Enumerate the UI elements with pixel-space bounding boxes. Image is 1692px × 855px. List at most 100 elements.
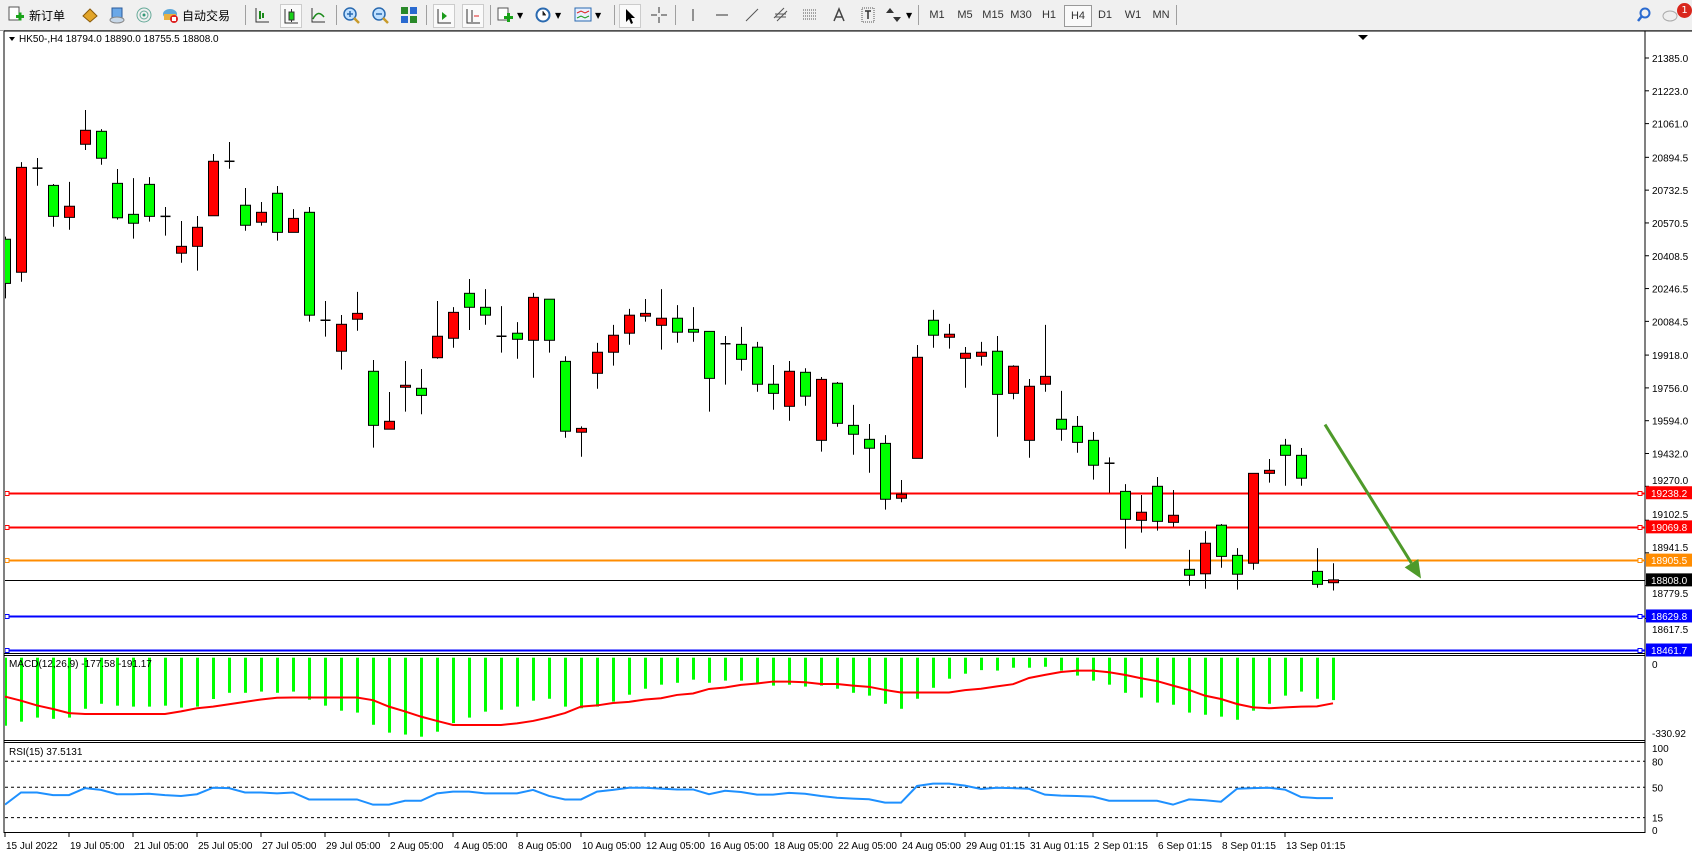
tile-windows-button[interactable] (399, 4, 419, 26)
timeframe-w1[interactable]: W1 (1124, 9, 1142, 21)
auto-trading-button[interactable]: 自动交易 (160, 4, 230, 26)
text-label-button[interactable] (858, 4, 878, 26)
macd-bar (244, 657, 247, 693)
macd-bar (68, 657, 71, 718)
time-label: 8 Aug 05:00 (518, 841, 572, 852)
candle (576, 426, 587, 457)
candle (128, 178, 139, 239)
timeframe-m1[interactable]: M1 (929, 9, 945, 21)
macd-bar (708, 657, 711, 683)
timeframe-m30[interactable]: M30 (1010, 9, 1032, 21)
bar-chart-button[interactable] (252, 4, 272, 26)
zoom-in-button[interactable] (341, 4, 361, 26)
time-label: 29 Jul 05:00 (326, 841, 381, 852)
chart-menu-triangle-icon[interactable] (9, 37, 15, 41)
candle (976, 341, 987, 366)
time-label: 12 Aug 05:00 (646, 841, 705, 852)
chart-shift-marker-icon[interactable] (1358, 35, 1368, 40)
bull-candle-body (816, 378, 827, 441)
timeframe-h4[interactable]: H4 (1064, 5, 1092, 27)
market-watch-button[interactable] (80, 4, 100, 26)
chat-icon (1660, 5, 1680, 25)
trend-arrow[interactable] (1323, 423, 1421, 579)
level-handle[interactable] (5, 525, 10, 530)
search-icon (1634, 5, 1654, 25)
horizontal-line-button[interactable] (712, 4, 732, 26)
macd-bar (660, 657, 663, 685)
candle (816, 376, 827, 452)
candle (1040, 324, 1051, 392)
macd-bar (1172, 657, 1175, 705)
price-label: 21223.0 (1652, 87, 1689, 98)
macd-bar (388, 657, 391, 733)
level-handle[interactable] (1637, 614, 1643, 619)
new-order-button[interactable]: 新订单 (6, 4, 65, 26)
data-window-button[interactable] (107, 4, 127, 26)
vertical-line-button[interactable] (683, 4, 703, 26)
templates-icon (573, 5, 593, 25)
fibonacci-icon (800, 5, 820, 25)
timeframe-m15[interactable]: M15 (982, 9, 1004, 21)
timeframe-mn[interactable]: MN (1152, 9, 1170, 21)
candle (928, 309, 939, 348)
autoscroll-button[interactable] (433, 4, 455, 28)
macd-bar (36, 657, 39, 718)
level-handle[interactable] (5, 648, 10, 653)
candle (784, 360, 795, 421)
search-button[interactable] (1634, 4, 1654, 26)
candle (1328, 563, 1339, 591)
zoom-out-icon (370, 5, 390, 25)
timeframe-m5[interactable]: M5 (957, 9, 973, 21)
level-handle[interactable] (5, 558, 10, 563)
macd-bar (356, 657, 359, 713)
indicators-button[interactable]: ▼ (495, 4, 523, 26)
line-chart-button[interactable] (308, 4, 328, 26)
level-handle[interactable] (1637, 491, 1643, 496)
equidistant-channel-button[interactable] (771, 4, 791, 26)
candle (912, 344, 923, 459)
periods-button[interactable]: ▼ (533, 4, 561, 26)
bull-candle-body (288, 217, 299, 233)
level-handle[interactable] (1637, 525, 1643, 530)
text-button[interactable] (829, 4, 849, 26)
macd-signal-line (5, 669, 1334, 727)
bear-candle-body (5, 238, 11, 284)
trendline-button[interactable] (742, 4, 762, 26)
candle (688, 307, 699, 342)
candle (384, 391, 395, 430)
timeframe-d1[interactable]: D1 (1097, 9, 1113, 21)
signals-button[interactable] (134, 4, 154, 26)
level-handle[interactable] (5, 491, 10, 496)
arrow-head-icon[interactable] (1404, 558, 1421, 579)
chart-shift-button[interactable] (462, 4, 484, 28)
price-tags: 19238.2 19069.8 18905.5 18808.0 18629.8 18461… (1646, 486, 1692, 657)
bear-candle-body (560, 360, 571, 432)
cursor-button[interactable] (619, 4, 641, 28)
templates-button[interactable]: ▼ (573, 4, 601, 26)
time-label: 21 Jul 05:00 (134, 841, 189, 852)
macd-bar (52, 657, 55, 719)
level-handle[interactable] (5, 614, 10, 619)
level-handle[interactable] (1637, 648, 1643, 653)
arrow-shaft[interactable] (1323, 423, 1413, 564)
macd-bar (1012, 657, 1015, 668)
candle (144, 177, 155, 222)
candlestick-button[interactable] (280, 4, 302, 28)
fibonacci-button[interactable] (800, 4, 820, 26)
bull-candle-body (448, 311, 459, 339)
chat-button[interactable] (1660, 4, 1680, 26)
level-handle[interactable] (1637, 558, 1643, 563)
zoom-out-button[interactable] (370, 4, 390, 26)
arrows-button[interactable]: ▼ (884, 4, 912, 26)
bear-candle-body (128, 213, 139, 224)
bear-candle-body (864, 438, 875, 449)
rsi-axis-label: 80 (1652, 757, 1664, 768)
candle (112, 168, 123, 220)
notification-badge[interactable]: 1 (1677, 3, 1692, 18)
bear-candle-body (1088, 439, 1099, 466)
crosshair-button[interactable] (649, 4, 669, 26)
candle (992, 336, 1003, 437)
macd-bar (452, 657, 455, 724)
timeframe-h1[interactable]: H1 (1041, 9, 1057, 21)
